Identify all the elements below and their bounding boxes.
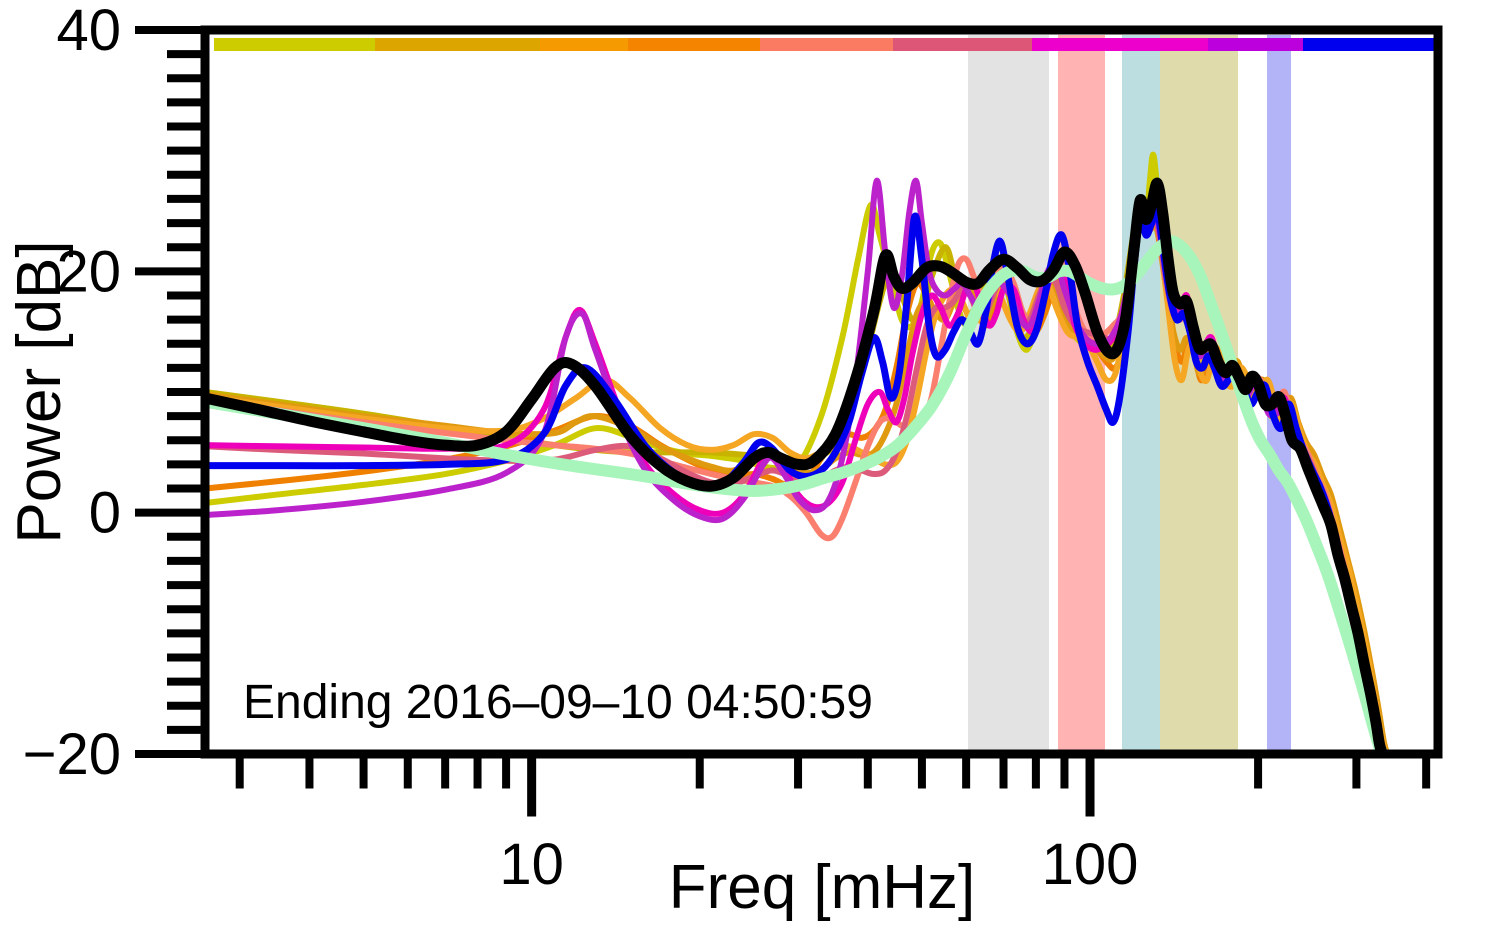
colorbar-segment-4 [760, 38, 893, 51]
colorbar-segment-7 [1208, 38, 1303, 51]
band-gray [968, 35, 1049, 753]
colorbar-segment-3 [628, 38, 760, 51]
series-spec-blue [205, 206, 1386, 754]
y-tick-label: −20 [23, 722, 121, 787]
series-mean-spectrum [205, 177, 1388, 754]
x-tick-label: 100 [1042, 832, 1139, 897]
axis-tick-labels: −20 0 20 40 10 100 [23, 0, 1139, 897]
axis-ticks [135, 26, 1431, 817]
spectrum-curves [205, 151, 1391, 754]
colorbar-segment-6 [1032, 38, 1208, 51]
x-axis-label: Freq [mHz] [669, 853, 976, 922]
axis-spine-bottom [200, 749, 1443, 759]
colorbar-segment-0 [214, 38, 375, 51]
y-axis-label: Power [dB] [5, 240, 74, 543]
colorbar-segment-5 [893, 38, 1032, 51]
colorbar-segment-2 [540, 38, 628, 51]
y-tick-label: 20 [56, 239, 121, 304]
frequency-colorbar [214, 38, 1438, 51]
ending-timestamp-annotation: Ending 2016–09–10 04:50:59 [243, 676, 873, 729]
axis-frame [200, 25, 1443, 759]
axis-spine-left [200, 25, 210, 759]
axis-spine-right [1433, 25, 1443, 759]
y-tick-label: 0 [89, 481, 121, 546]
axis-spine-top [200, 25, 1443, 35]
y-tick-label: 40 [56, 0, 121, 63]
x-tick-label: 10 [499, 832, 564, 897]
colorbar-segment-8 [1303, 38, 1438, 51]
band-khaki [1160, 35, 1238, 753]
band-teal [1122, 35, 1160, 753]
colorbar-segment-1 [375, 38, 540, 51]
